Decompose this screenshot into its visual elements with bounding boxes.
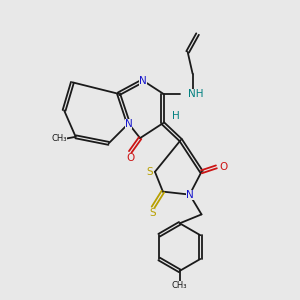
Text: CH₃: CH₃ (51, 134, 67, 143)
Text: O: O (126, 153, 134, 163)
Text: S: S (147, 167, 153, 177)
Text: NH: NH (188, 88, 203, 98)
Text: O: O (219, 162, 227, 172)
Text: N: N (139, 76, 147, 85)
Text: CH₃: CH₃ (172, 281, 188, 290)
Text: N: N (186, 190, 194, 200)
Text: H: H (172, 111, 180, 121)
Text: S: S (150, 208, 156, 218)
Text: N: N (124, 118, 132, 128)
